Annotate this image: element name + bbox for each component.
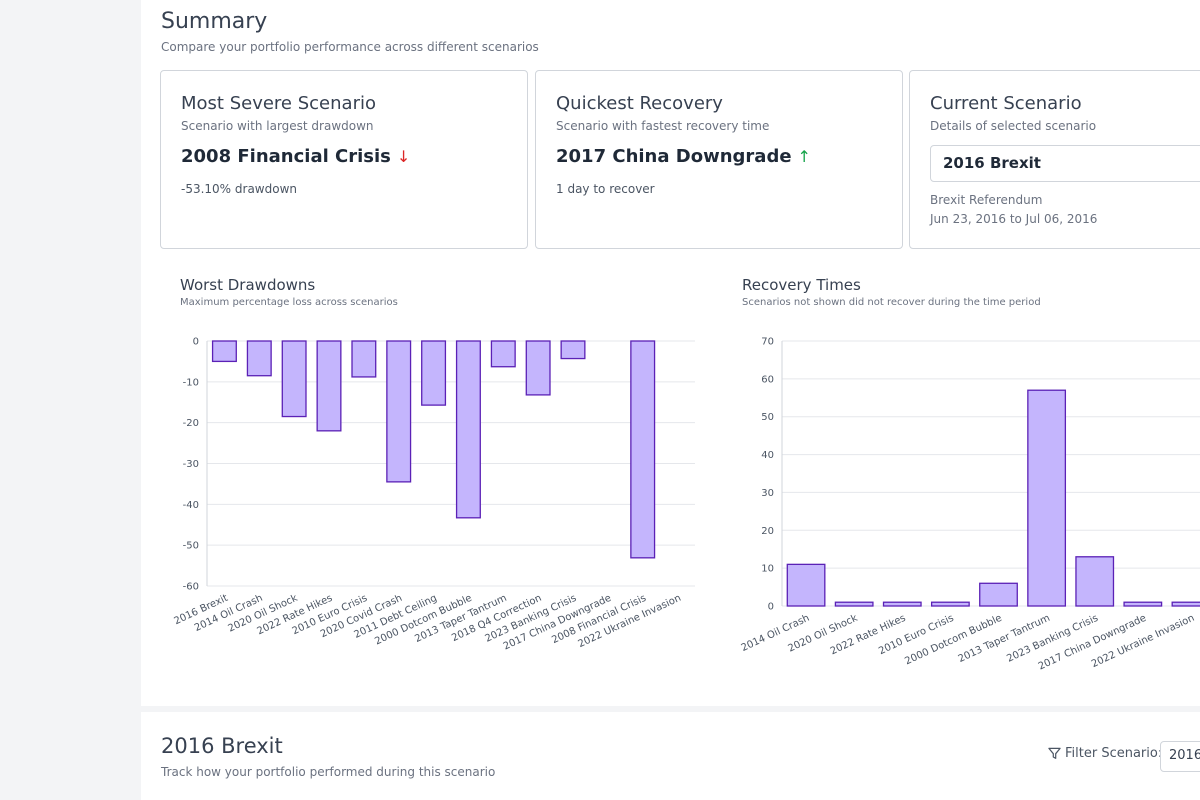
recovery-ytick-label: 50: [761, 412, 774, 423]
drawdowns-ytick-label: -50: [183, 541, 199, 552]
recovery-bar: [882, 601, 922, 607]
drawdowns-bar: [386, 340, 412, 483]
card-subtitle: Details of selected scenario: [930, 119, 1097, 133]
drawdowns-bar: [351, 340, 377, 378]
recovery-ytick-label: 10: [761, 564, 774, 575]
recovery-ytick-label: 20: [761, 526, 774, 537]
drawdowns-bar: [525, 340, 551, 396]
scenario-panel: [141, 712, 1200, 800]
card-subtitle: Scenario with fastest recovery time: [556, 119, 770, 133]
recovery-ytick-label: 40: [761, 450, 774, 461]
arrow-down-icon: ↓: [396, 147, 411, 166]
drawdowns-chart-title: Worst Drawdowns: [180, 276, 316, 294]
filter-scenario-select[interactable]: 2016: [1160, 741, 1200, 772]
summary-subtitle: Compare your portfolio performance acros…: [161, 40, 539, 54]
drawdowns-chart-subtitle: Maximum percentage loss across scenarios: [180, 297, 398, 308]
current-scenario-card: Current Scenario Details of selected sce…: [909, 70, 1200, 249]
recovery-ytick-label: 60: [761, 374, 774, 385]
filter-label-text: Filter Scenario:: [1065, 746, 1163, 761]
recovery-bar: [1171, 601, 1200, 607]
scenario-description: Brexit Referendum: [930, 193, 1043, 207]
most-severe-card: Most Severe Scenario Scenario with large…: [160, 70, 528, 249]
arrow-up-icon: ↑: [797, 147, 811, 166]
drawdowns-bar: [455, 340, 481, 519]
recovery-chart-subtitle: Scenarios not shown did not recover duri…: [742, 297, 1041, 308]
recovery-scenario-value: 2017 China Downgrade ↑: [556, 146, 811, 167]
drawdowns-ytick-label: 0: [193, 337, 199, 348]
drawdowns-ytick-label: -10: [183, 377, 199, 388]
scenario-section-subtitle: Track how your portfolio performed durin…: [161, 765, 496, 779]
drawdowns-ytick-label: -60: [183, 582, 199, 593]
recovery-ytick-label: 30: [761, 488, 774, 499]
recovery-note: 1 day to recover: [556, 182, 655, 196]
card-title: Most Severe Scenario: [181, 93, 376, 114]
scenario-name: 2008 Financial Crisis: [181, 146, 391, 167]
drawdowns-bar: [421, 340, 447, 406]
drawdowns-ytick-label: -30: [183, 459, 199, 470]
drawdowns-ytick-label: -40: [183, 500, 199, 511]
drawdowns-bar: [281, 340, 307, 418]
card-title: Quickest Recovery: [556, 93, 723, 114]
recovery-ytick-label: 70: [761, 337, 774, 348]
drawdowns-bar: [211, 340, 237, 363]
drawdown-note: -53.10% drawdown: [181, 182, 297, 196]
scenario-section-title: 2016 Brexit: [161, 734, 283, 758]
filter-scenario-label: Filter Scenario:: [1048, 746, 1162, 761]
recovery-bar: [1123, 601, 1163, 607]
drawdowns-bar: [560, 340, 586, 360]
filter-icon: [1048, 747, 1061, 759]
scenario-name: 2017 China Downgrade: [556, 146, 792, 167]
drawdowns-bar: [630, 340, 656, 559]
quickest-recovery-card: Quickest Recovery Scenario with fastest …: [535, 70, 903, 249]
drawdowns-ytick-label: -20: [183, 418, 199, 429]
drawdowns-bar: [316, 340, 342, 432]
recovery-bar: [979, 582, 1018, 607]
recovery-ytick-label: 0: [768, 602, 774, 613]
recovery-bar: [1027, 389, 1067, 607]
drawdowns-bar: [490, 340, 516, 368]
drawdowns-bar: [246, 340, 272, 377]
card-title: Current Scenario: [930, 93, 1082, 114]
severe-scenario-value: 2008 Financial Crisis ↓: [181, 146, 410, 167]
scenario-select[interactable]: 2016 Brexit: [930, 145, 1200, 182]
recovery-bar: [834, 601, 874, 607]
summary-title: Summary: [161, 9, 268, 34]
recovery-bar: [930, 601, 970, 607]
scenario-dates: Jun 23, 2016 to Jul 06, 2016: [930, 212, 1098, 226]
recovery-bar: [1075, 556, 1115, 607]
recovery-chart-title: Recovery Times: [742, 276, 861, 294]
recovery-bar: [786, 563, 826, 607]
card-subtitle: Scenario with largest drawdown: [181, 119, 374, 133]
